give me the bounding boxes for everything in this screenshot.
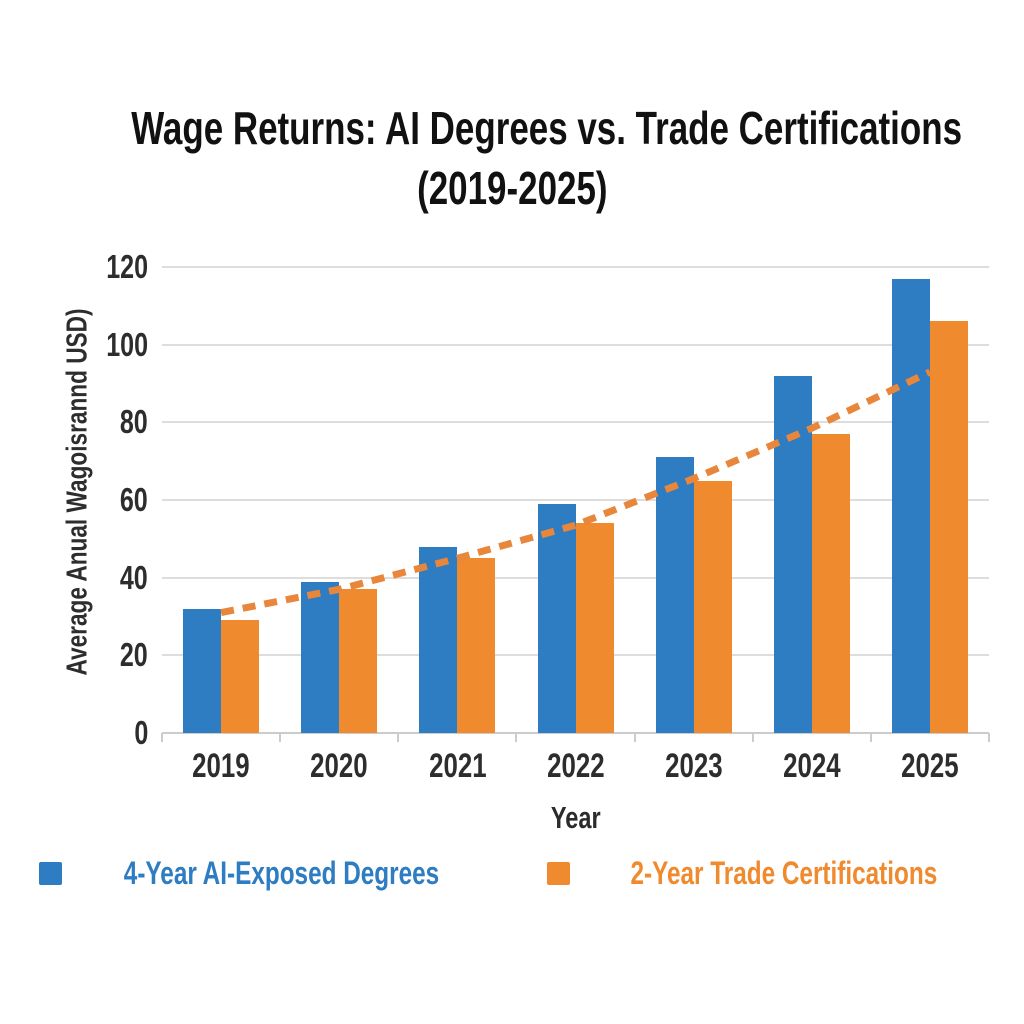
legend-label-trade-certifications: 2-Year Trade Certifications bbox=[630, 855, 937, 891]
bar-2025-trade-certifications bbox=[929, 321, 968, 733]
legend: 4-Year AI-Exposed Degrees 2-Year Trade C… bbox=[0, 856, 1024, 890]
chart-title-line1: Wage Returns: AI Degrees vs. Trade Certi… bbox=[131, 102, 963, 154]
x-axis-tick bbox=[397, 733, 400, 742]
bar-2023-ai-degrees bbox=[655, 457, 694, 733]
x-tick-label-2024: 2024 bbox=[783, 747, 841, 785]
bar-2024-trade-certifications bbox=[811, 433, 850, 733]
y-tick-label-60: 60 bbox=[120, 481, 148, 518]
bar-2020-trade-certifications bbox=[339, 589, 378, 733]
y-tick-label-40: 40 bbox=[120, 558, 148, 596]
bar-2024-ai-degrees bbox=[773, 375, 812, 733]
x-tick-label-2019: 2019 bbox=[192, 747, 250, 785]
x-axis-tick bbox=[751, 733, 754, 742]
y-tick-label-20: 20 bbox=[120, 636, 148, 674]
bar-2019-trade-certifications bbox=[221, 620, 260, 733]
x-axis-tick bbox=[161, 733, 163, 742]
gridline-60 bbox=[162, 499, 989, 501]
orange-square-legend-swatch-icon bbox=[546, 861, 570, 885]
x-tick-label-2025: 2025 bbox=[901, 747, 959, 785]
x-axis-tick bbox=[633, 733, 636, 742]
gridline-80 bbox=[162, 421, 989, 424]
gridline-120 bbox=[162, 266, 989, 268]
bar-2023-trade-certifications bbox=[693, 480, 732, 733]
y-tick-label-100: 100 bbox=[106, 325, 148, 363]
bar-2019-ai-degrees bbox=[183, 608, 222, 733]
blue-square-legend-swatch-icon bbox=[38, 861, 62, 885]
bar-2022-ai-degrees bbox=[537, 503, 576, 733]
bar-2022-trade-certifications bbox=[575, 523, 614, 733]
x-axis-tick bbox=[988, 733, 990, 742]
gridline-100 bbox=[162, 343, 989, 346]
chart-title: Wage Returns: AI Degrees vs. Trade Certi… bbox=[0, 98, 1024, 218]
x-axis-label: Year bbox=[550, 800, 601, 835]
x-tick-label-2023: 2023 bbox=[664, 747, 723, 785]
x-axis-line bbox=[162, 732, 989, 734]
legend-item-ai-degrees: 4-Year AI-Exposed Degrees bbox=[38, 855, 489, 891]
x-tick-label-2020: 2020 bbox=[310, 747, 368, 785]
bar-2021-ai-degrees bbox=[419, 546, 458, 733]
x-axis-tick bbox=[515, 733, 518, 742]
x-axis-tick bbox=[279, 733, 282, 742]
y-tick-label-0: 0 bbox=[134, 714, 148, 751]
x-axis-tick bbox=[869, 733, 872, 742]
y-tick-label-80: 80 bbox=[120, 403, 148, 441]
y-tick-label-120: 120 bbox=[106, 248, 148, 285]
bar-2021-trade-certifications bbox=[457, 558, 496, 733]
legend-item-trade-certifications: 2-Year Trade Certifications bbox=[546, 855, 986, 891]
x-tick-label-2022: 2022 bbox=[546, 747, 605, 785]
chart-title-line2: (2019-2025) bbox=[416, 162, 608, 214]
bar-2025-ai-degrees bbox=[891, 278, 930, 733]
legend-label-ai-degrees: 4-Year AI-Exposed Degrees bbox=[123, 855, 439, 891]
bar-2020-ai-degrees bbox=[301, 581, 340, 733]
x-tick-label-2021: 2021 bbox=[428, 747, 487, 785]
